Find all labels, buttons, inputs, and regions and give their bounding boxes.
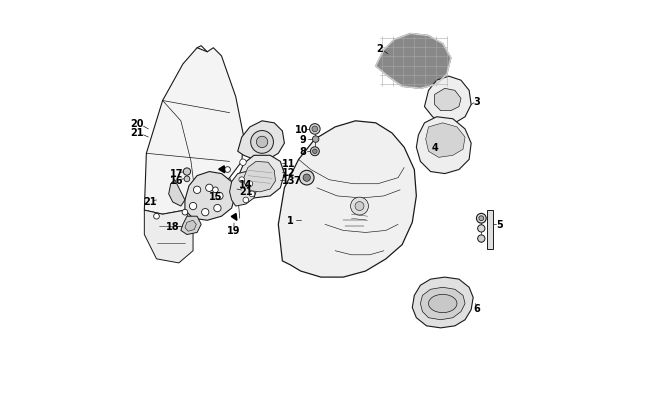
Circle shape xyxy=(313,150,317,154)
Text: 6: 6 xyxy=(474,303,480,313)
Circle shape xyxy=(478,235,485,243)
Circle shape xyxy=(225,167,230,173)
Circle shape xyxy=(247,181,253,187)
Polygon shape xyxy=(231,214,237,221)
Circle shape xyxy=(256,137,268,148)
Text: 21: 21 xyxy=(239,187,253,196)
Circle shape xyxy=(213,188,218,193)
Circle shape xyxy=(189,203,197,210)
Polygon shape xyxy=(181,217,201,235)
Polygon shape xyxy=(417,117,471,174)
Polygon shape xyxy=(144,211,193,263)
Polygon shape xyxy=(218,166,225,173)
Circle shape xyxy=(182,210,188,215)
Circle shape xyxy=(205,185,213,192)
Text: 9: 9 xyxy=(299,135,306,145)
Text: 19: 19 xyxy=(227,226,240,236)
Text: 1: 1 xyxy=(287,216,294,226)
Text: 5: 5 xyxy=(496,220,503,230)
Text: 10: 10 xyxy=(295,125,309,134)
Circle shape xyxy=(194,187,201,194)
Ellipse shape xyxy=(428,295,457,313)
Polygon shape xyxy=(144,49,244,215)
Circle shape xyxy=(478,225,485,232)
Polygon shape xyxy=(435,89,461,111)
Text: 20: 20 xyxy=(131,119,144,128)
Polygon shape xyxy=(376,34,451,89)
Text: 11: 11 xyxy=(281,159,295,169)
Circle shape xyxy=(476,214,486,224)
Text: 12: 12 xyxy=(281,167,295,177)
Polygon shape xyxy=(169,180,185,207)
Circle shape xyxy=(355,202,364,211)
Polygon shape xyxy=(424,77,471,124)
Circle shape xyxy=(249,192,255,197)
Polygon shape xyxy=(278,122,417,277)
Text: 21: 21 xyxy=(131,128,144,138)
Polygon shape xyxy=(421,288,465,320)
Polygon shape xyxy=(412,277,473,328)
Polygon shape xyxy=(185,172,236,221)
Circle shape xyxy=(184,177,190,182)
Circle shape xyxy=(183,168,190,176)
Circle shape xyxy=(479,216,484,221)
Text: 18: 18 xyxy=(166,222,179,232)
Polygon shape xyxy=(185,221,196,232)
Circle shape xyxy=(313,136,319,143)
Text: 14: 14 xyxy=(239,179,253,189)
Text: 16: 16 xyxy=(170,175,183,185)
Circle shape xyxy=(216,193,223,200)
Text: 7: 7 xyxy=(293,175,300,185)
Circle shape xyxy=(240,160,246,166)
Text: 2: 2 xyxy=(376,44,384,53)
Polygon shape xyxy=(229,172,258,207)
Polygon shape xyxy=(488,211,493,249)
Polygon shape xyxy=(238,122,285,160)
Circle shape xyxy=(311,147,319,156)
Circle shape xyxy=(153,214,159,220)
Text: 4: 4 xyxy=(431,143,438,153)
Text: 8: 8 xyxy=(299,147,306,157)
Text: 13: 13 xyxy=(281,175,295,185)
Circle shape xyxy=(251,131,274,154)
Circle shape xyxy=(214,205,221,212)
Text: 15: 15 xyxy=(209,192,222,201)
Circle shape xyxy=(309,124,320,135)
Circle shape xyxy=(202,209,209,216)
Circle shape xyxy=(303,175,311,182)
Circle shape xyxy=(300,171,314,185)
Polygon shape xyxy=(244,162,276,192)
Polygon shape xyxy=(238,156,285,198)
Text: 17: 17 xyxy=(170,168,183,178)
Circle shape xyxy=(239,177,244,183)
Text: 21: 21 xyxy=(143,197,157,207)
Circle shape xyxy=(243,198,249,203)
Polygon shape xyxy=(426,124,465,158)
Circle shape xyxy=(312,127,318,132)
Circle shape xyxy=(350,198,369,215)
Text: 3: 3 xyxy=(474,96,480,106)
